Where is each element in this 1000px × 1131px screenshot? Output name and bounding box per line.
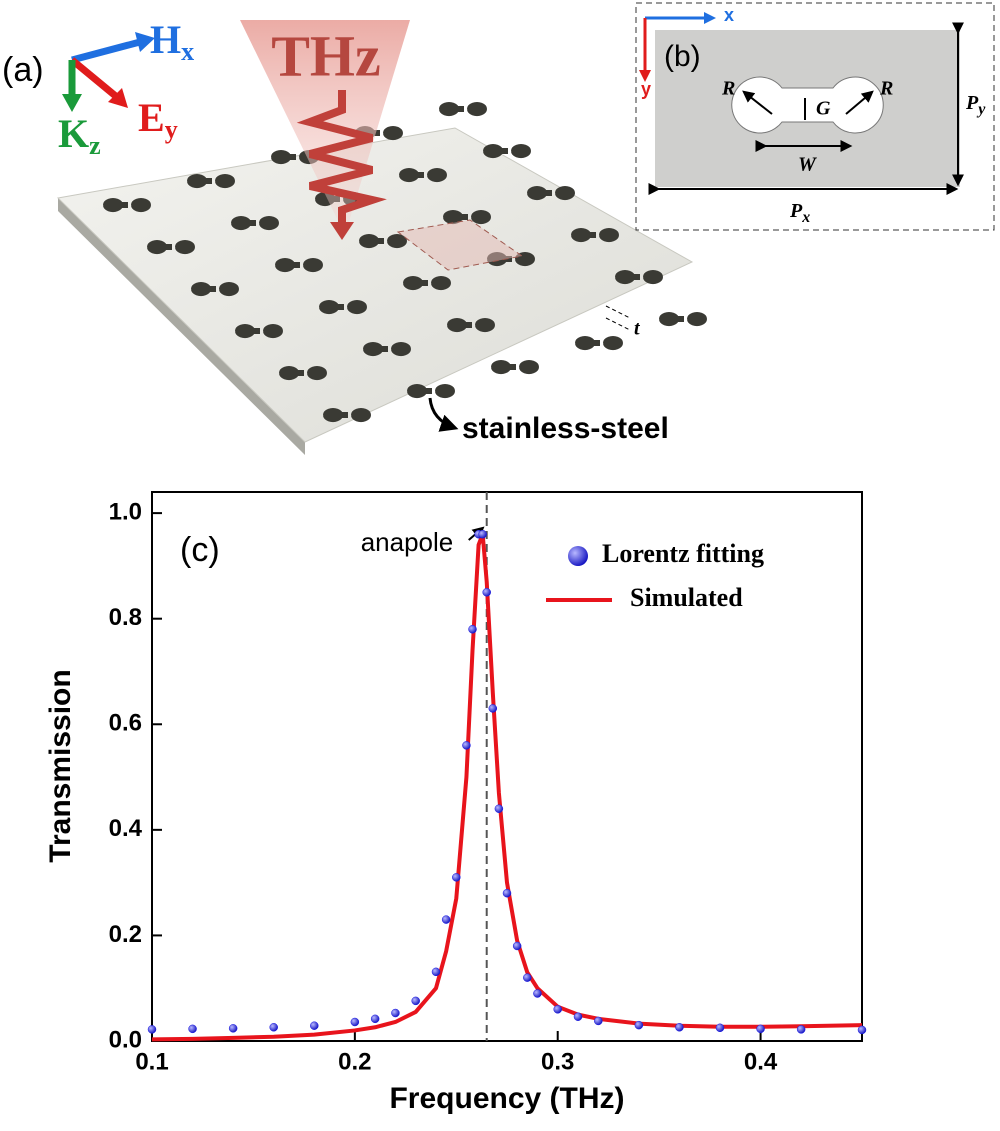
h-axis (71, 38, 141, 64)
plot-frame (151, 491, 863, 1042)
h-sub: x (181, 37, 194, 66)
k-sub: z (89, 131, 101, 160)
data-point (796, 1025, 806, 1034)
data-point (269, 1023, 278, 1032)
h-text: H (150, 17, 181, 62)
data-point (468, 625, 477, 634)
beam-label: THz (271, 23, 381, 88)
panel-c: (c) Frequency (THz) Transmission 0.0 0.2 0… (44, 491, 867, 1115)
data-point (482, 588, 491, 597)
data-point (756, 1024, 765, 1034)
data-point (502, 888, 512, 898)
unit-cell (396, 219, 524, 271)
data-point (857, 1025, 867, 1035)
period-y: Py (965, 92, 986, 118)
data-point (350, 1017, 360, 1027)
y-dir-label: y (641, 79, 651, 99)
thickness-label: t (634, 318, 641, 340)
data-point (431, 967, 441, 977)
material-label: stainless-steel (462, 412, 669, 445)
period-x: Px (789, 200, 810, 226)
data-point (228, 1024, 238, 1033)
y-tick-label: 0.6 (109, 710, 142, 737)
t-mark (605, 305, 631, 319)
radius-right: R (879, 78, 893, 100)
k-text: K (58, 111, 89, 156)
data-point (411, 996, 420, 1006)
panel-a: THz (a) Hx Ey Kz t stainless-steel (2, 17, 707, 455)
data-point (370, 1014, 380, 1024)
data-point (512, 941, 522, 951)
x-tick-label: 0.2 (338, 1048, 371, 1075)
y-tick-label: 0.4 (109, 815, 143, 842)
panel-label: (b) (664, 40, 701, 73)
py-sub: y (976, 101, 986, 118)
wave (296, 90, 387, 225)
px-sub: x (801, 209, 810, 226)
data-point (310, 1021, 319, 1030)
e-axis (69, 57, 121, 101)
k-arrow (62, 94, 82, 112)
px-text: P (789, 200, 803, 222)
x-tick-label: 0.1 (135, 1048, 168, 1075)
anapole-label: anapole (361, 527, 454, 557)
data-point (573, 1012, 583, 1021)
legend-marker (568, 546, 588, 566)
data-point (634, 1020, 644, 1030)
data-point (675, 1023, 684, 1032)
x-arrow (704, 12, 716, 24)
r-arrow (845, 90, 874, 115)
e-arrow (108, 88, 128, 108)
r-arrow (742, 90, 773, 115)
y-tick-label: 0.8 (109, 604, 142, 631)
data-point (523, 973, 532, 982)
gap-label: G (816, 98, 831, 120)
t-mark (605, 317, 631, 331)
y-axis-label: Transmission (44, 669, 77, 862)
data-point (441, 915, 451, 924)
data-point (533, 989, 542, 998)
y-tick-label: 0.0 (109, 1026, 142, 1053)
data-point (715, 1023, 725, 1033)
k-label: Kz (58, 111, 101, 160)
y-tick-label: 1.0 (109, 498, 142, 525)
e-label: Ey (138, 95, 178, 144)
legend-label: Simulated (630, 583, 743, 612)
data-point (488, 704, 498, 713)
e-sub: y (165, 115, 178, 144)
y-arrow (639, 70, 651, 82)
data-point (494, 804, 504, 813)
panel-b: x y (b) R R G W Py Px (635, 2, 995, 231)
material-arrow (428, 397, 459, 432)
py-text: P (965, 92, 979, 114)
x-tick-label: 0.4 (744, 1048, 778, 1075)
radius-left: R (721, 78, 735, 100)
panel-label: (c) (180, 531, 220, 569)
data-point (391, 1008, 400, 1018)
h-label: Hx (150, 17, 194, 66)
data-point (188, 1024, 197, 1034)
slot (731, 76, 884, 134)
y-tick-label: 0.2 (109, 921, 142, 948)
panel-label: (a) (2, 51, 44, 89)
data-point (452, 873, 461, 882)
data-point (553, 1005, 562, 1014)
data-point (462, 741, 471, 750)
data-point (478, 529, 487, 539)
x-axis-label: Frequency (THz) (389, 1082, 624, 1115)
legend-label: Lorentz fitting (602, 539, 764, 568)
h-arrow (135, 32, 155, 52)
x-dir-label: x (724, 5, 734, 25)
data-line (151, 532, 863, 1042)
x-tick-label: 0.3 (541, 1048, 574, 1075)
data-point (594, 1016, 603, 1026)
width-label: W (798, 154, 817, 176)
e-text: E (138, 95, 165, 140)
wave-arrow (330, 222, 354, 240)
data-point (147, 1025, 157, 1034)
plate (56, 127, 694, 443)
